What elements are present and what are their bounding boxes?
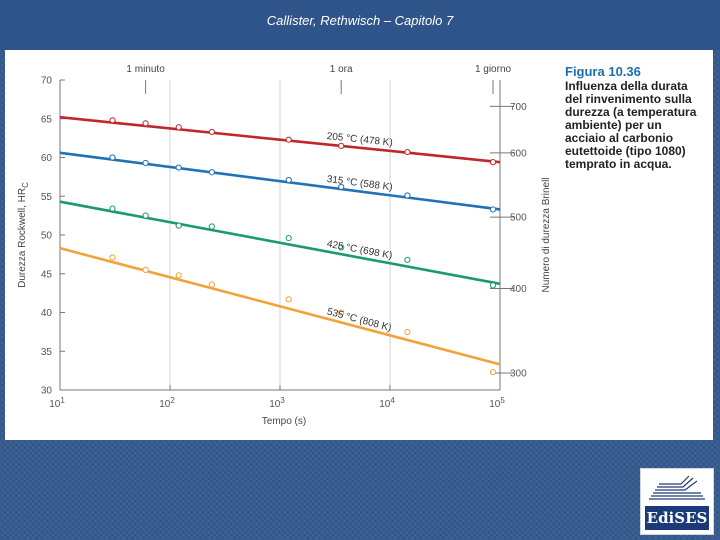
data-point bbox=[142, 159, 149, 167]
data-point bbox=[338, 309, 345, 316]
top-marker-label: 1 giorno bbox=[475, 64, 512, 75]
x-tick-exponent: 4 bbox=[390, 396, 395, 405]
tempering-hardness-chart: 1 minuto 1 ora 1 giorno3035404550556065703… bbox=[17, 64, 552, 427]
slide-title: Callister, Rethwisch – Capitolo 7 bbox=[266, 13, 454, 28]
top-marker-label: 1 minuto bbox=[126, 64, 165, 75]
data-point bbox=[208, 128, 215, 136]
y-axis-title-main: Durezza Rockwell, HR bbox=[17, 188, 28, 288]
data-point bbox=[208, 281, 215, 288]
data-point bbox=[285, 296, 292, 303]
y-axis-title: Durezza Rockwell, HRC bbox=[17, 182, 30, 288]
data-point bbox=[489, 206, 497, 213]
data-point bbox=[208, 169, 215, 176]
x-tick-base: 10 bbox=[49, 399, 61, 410]
y-tick-label: 30 bbox=[41, 386, 53, 397]
figure-caption: Figura 10.36 Influenza della durata del … bbox=[565, 64, 705, 171]
data-point bbox=[175, 124, 182, 131]
x-tick-base: 10 bbox=[489, 399, 501, 410]
x-tick-base: 10 bbox=[379, 399, 391, 410]
y-tick-label: 35 bbox=[41, 347, 53, 358]
slide-header: Callister, Rethwisch – Capitolo 7 bbox=[0, 0, 720, 50]
data-point bbox=[404, 256, 411, 263]
data-point bbox=[142, 120, 149, 127]
gridlines bbox=[169, 80, 391, 390]
data-point bbox=[109, 117, 116, 124]
y2-tick-label: 700 bbox=[510, 102, 527, 113]
series-line bbox=[59, 246, 501, 366]
x-tick-label: 104 bbox=[379, 396, 395, 410]
x-tick-base: 10 bbox=[159, 399, 171, 410]
y-axis-title-sub: C bbox=[21, 182, 30, 188]
data-point bbox=[175, 222, 182, 229]
caption-number: Figura 10.36 bbox=[565, 64, 641, 79]
data-point bbox=[175, 164, 182, 171]
y-tick-label: 45 bbox=[41, 269, 53, 280]
data-point bbox=[175, 272, 182, 279]
data-point bbox=[142, 212, 149, 219]
series-line bbox=[59, 200, 501, 286]
x-tick-label: 102 bbox=[159, 396, 175, 410]
logo-wordmark: EdiSES bbox=[645, 506, 709, 530]
y-tick-label: 70 bbox=[41, 76, 53, 87]
data-point bbox=[109, 205, 116, 212]
y2-tick-label: 500 bbox=[510, 213, 527, 224]
series-line bbox=[59, 115, 501, 164]
caption-text: Influenza della durata del rinvenimento … bbox=[565, 79, 697, 171]
y-tick-label: 50 bbox=[41, 231, 53, 242]
data-point bbox=[489, 282, 497, 289]
figure-panel: 1 minuto 1 ora 1 giorno 30 35 40 45 50 55 60 65 70 3… bbox=[5, 50, 713, 440]
data-point bbox=[338, 183, 345, 191]
data-point bbox=[489, 369, 497, 376]
axes bbox=[59, 79, 514, 391]
y-tick-label: 60 bbox=[41, 153, 53, 164]
y2-axis-title: Numero di durezza Brinell bbox=[541, 177, 552, 292]
data-point bbox=[338, 244, 345, 251]
x-tick-base: 10 bbox=[269, 399, 281, 410]
series-line bbox=[59, 151, 501, 211]
data-point bbox=[142, 266, 149, 273]
y2-tick-label: 600 bbox=[510, 148, 527, 159]
top-marker-label: 1 ora bbox=[330, 64, 353, 75]
data-point bbox=[285, 136, 292, 143]
data-point bbox=[109, 254, 116, 261]
y2-tick-label: 300 bbox=[510, 368, 527, 379]
data-point bbox=[208, 223, 215, 230]
x-tick-label: 105 bbox=[489, 396, 505, 410]
x-tick-exponent: 1 bbox=[60, 396, 65, 405]
x-tick-exponent: 2 bbox=[170, 396, 175, 405]
data-point bbox=[489, 159, 497, 166]
x-axis-title: Tempo (s) bbox=[262, 416, 306, 427]
data-point bbox=[285, 235, 292, 242]
data-point bbox=[285, 176, 292, 184]
y-tick-label: 55 bbox=[41, 192, 53, 203]
data-point bbox=[338, 142, 345, 149]
y-tick-label: 40 bbox=[41, 308, 53, 319]
data-point bbox=[109, 154, 116, 161]
y2-tick-label: 400 bbox=[510, 284, 527, 295]
x-tick-exponent: 5 bbox=[500, 396, 505, 405]
data-point bbox=[404, 148, 411, 156]
x-tick-label: 103 bbox=[269, 396, 285, 410]
data-point bbox=[404, 192, 411, 199]
book-icon bbox=[649, 475, 705, 500]
edises-logo: EdiSES bbox=[640, 468, 714, 535]
y-tick-label: 65 bbox=[41, 114, 53, 125]
x-tick-exponent: 3 bbox=[280, 396, 285, 405]
data-point bbox=[404, 328, 411, 335]
x-tick-label: 101 bbox=[49, 396, 65, 410]
series-layer bbox=[59, 115, 501, 376]
